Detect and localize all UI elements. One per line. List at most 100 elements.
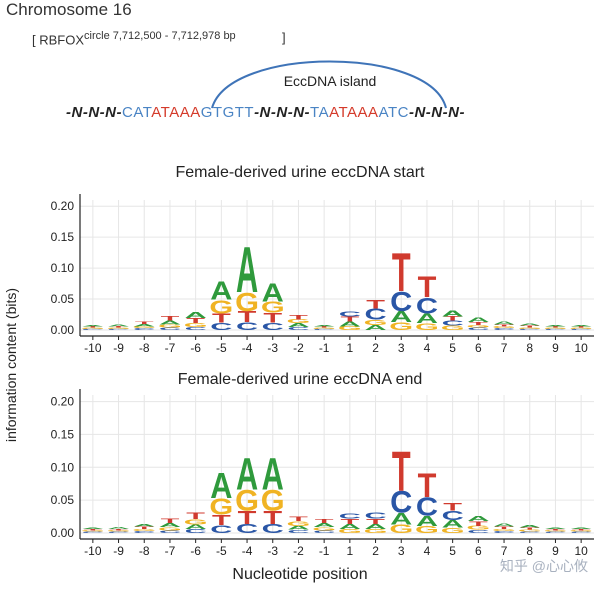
logo-letter-A: A bbox=[467, 317, 489, 324]
logo-letter-A: A bbox=[262, 279, 284, 308]
logo-letter-G: G bbox=[184, 518, 208, 526]
logo-letter-A: A bbox=[339, 320, 361, 328]
logo-letter-C: C bbox=[185, 326, 207, 331]
logo-letter-A: A bbox=[313, 522, 335, 528]
x-tick-label: 7 bbox=[501, 544, 508, 558]
sequence-segment: -N-N-N- bbox=[66, 104, 122, 121]
y-tick-label: 0.05 bbox=[51, 493, 75, 507]
logo-letter-T: T bbox=[135, 321, 155, 325]
logo-letter-T: T bbox=[263, 310, 282, 326]
logo-letter-T: T bbox=[546, 326, 566, 328]
logo-letter-A: A bbox=[210, 466, 232, 507]
logo-letter-G: G bbox=[466, 525, 490, 531]
logo-letter-T: T bbox=[135, 526, 155, 530]
logo-letter-G: G bbox=[415, 321, 439, 332]
x-tick-label: 7 bbox=[501, 341, 508, 355]
logo-letter-T: T bbox=[238, 309, 257, 326]
logo-letter-A: A bbox=[159, 522, 181, 528]
watermark: 知乎 @心心攸 bbox=[499, 558, 588, 574]
logo-letter-T: T bbox=[495, 526, 515, 530]
logo-letter-A: A bbox=[493, 321, 515, 326]
logo-letter-A: A bbox=[339, 523, 361, 531]
logo-letter-T: T bbox=[392, 243, 411, 304]
logo-letter-G: G bbox=[338, 528, 362, 534]
logo-letter-G: G bbox=[287, 520, 311, 527]
logo-letter-A: A bbox=[236, 450, 258, 500]
logo-letter-G: G bbox=[209, 494, 233, 519]
logo-letter-C: C bbox=[159, 530, 181, 534]
logo-letter-A: A bbox=[236, 234, 258, 307]
logo-letter-G: G bbox=[569, 327, 593, 329]
logo-letter-T: T bbox=[520, 325, 540, 328]
y-tick-label: 0.20 bbox=[51, 199, 75, 213]
logo-letter-T: T bbox=[186, 511, 205, 521]
logo-letter-T: T bbox=[83, 529, 103, 531]
x-tick-label: 1 bbox=[347, 544, 354, 558]
x-tick-label: 8 bbox=[526, 341, 533, 355]
logo-letter-C: C bbox=[82, 328, 105, 330]
logo-letter-C: C bbox=[339, 310, 361, 318]
x-tick-label: 8 bbox=[526, 544, 533, 558]
logo-letter-A: A bbox=[416, 513, 438, 529]
x-tick-label: 6 bbox=[475, 544, 482, 558]
logo-letter-C: C bbox=[185, 528, 207, 534]
logo-letter-C: C bbox=[364, 511, 386, 520]
logo-letter-T: T bbox=[469, 520, 488, 527]
logo-letter-C: C bbox=[390, 287, 412, 317]
logo-letter-A: A bbox=[390, 309, 412, 326]
eccdna-island-arc: EccDNA island bbox=[211, 60, 447, 109]
sequence-row: -N-N-N-CATATAAAGTGTT-N-N-N-TAATAAAATC-N-… bbox=[66, 104, 465, 121]
x-tick-label: -4 bbox=[242, 341, 253, 355]
x-tick-label: 2 bbox=[372, 341, 379, 355]
x-tick-label: 10 bbox=[574, 544, 588, 558]
logo-letter-G: G bbox=[415, 524, 439, 535]
logo-letter-T: T bbox=[315, 518, 334, 524]
logo-letter-G: G bbox=[544, 530, 568, 532]
logo-letter-C: C bbox=[493, 328, 516, 331]
logo-letter-A: A bbox=[364, 324, 386, 332]
panel-title-start: Female-derived urine eccDNA start bbox=[175, 164, 425, 181]
logo-letter-T: T bbox=[572, 529, 592, 531]
logo-letter-A: A bbox=[519, 524, 541, 528]
island-label: EccDNA island bbox=[284, 73, 377, 89]
logo-letter-C: C bbox=[159, 327, 181, 331]
logo-letter-C: C bbox=[133, 328, 156, 331]
x-tick-label: -7 bbox=[165, 544, 176, 558]
x-tick-label: 9 bbox=[552, 341, 559, 355]
logo-letter-G: G bbox=[338, 325, 362, 331]
logo-letter-A: A bbox=[390, 510, 412, 528]
logo-letter-C: C bbox=[493, 530, 516, 533]
logo-letter-C: C bbox=[442, 319, 464, 327]
logo-letter-T: T bbox=[212, 311, 232, 325]
x-tick-label: -9 bbox=[113, 544, 124, 558]
logo-letter-A: A bbox=[313, 325, 336, 327]
logo-letter-C: C bbox=[262, 321, 284, 333]
logo-letter-C: C bbox=[107, 531, 130, 533]
logo-letter-T: T bbox=[340, 315, 359, 323]
logo-letter-T: T bbox=[315, 326, 335, 328]
logo-letter-G: G bbox=[389, 320, 413, 333]
x-tick-label: -8 bbox=[139, 544, 150, 558]
logo-letter-T: T bbox=[546, 529, 566, 531]
logo-letter-C: C bbox=[519, 531, 542, 533]
y-tick-label: 0.15 bbox=[51, 427, 75, 441]
sequence-segment: ATAAA bbox=[151, 104, 201, 121]
x-tick-label: -10 bbox=[84, 341, 102, 355]
x-tick-label: 4 bbox=[424, 341, 431, 355]
x-tick-label: -3 bbox=[267, 544, 278, 558]
y-tick-label: 0.00 bbox=[51, 323, 75, 337]
logo-letter-T: T bbox=[289, 314, 308, 321]
x-tick-label: -2 bbox=[293, 544, 304, 558]
x-tick-label: 9 bbox=[552, 544, 559, 558]
sequence-segment: TA bbox=[310, 104, 330, 121]
logo-letter-C: C bbox=[339, 512, 361, 520]
logo-letter-T: T bbox=[263, 508, 282, 528]
logo-letter-G: G bbox=[235, 485, 259, 517]
logo-letter-C: C bbox=[570, 328, 593, 330]
logo-letter-T: T bbox=[572, 326, 592, 328]
logo-letter-A: A bbox=[159, 320, 181, 326]
x-tick-label: -6 bbox=[190, 544, 201, 558]
logo-letter-T: T bbox=[418, 272, 437, 304]
y-axis-label: information content (bits) bbox=[3, 287, 19, 443]
logo-letter-T: T bbox=[212, 512, 231, 528]
